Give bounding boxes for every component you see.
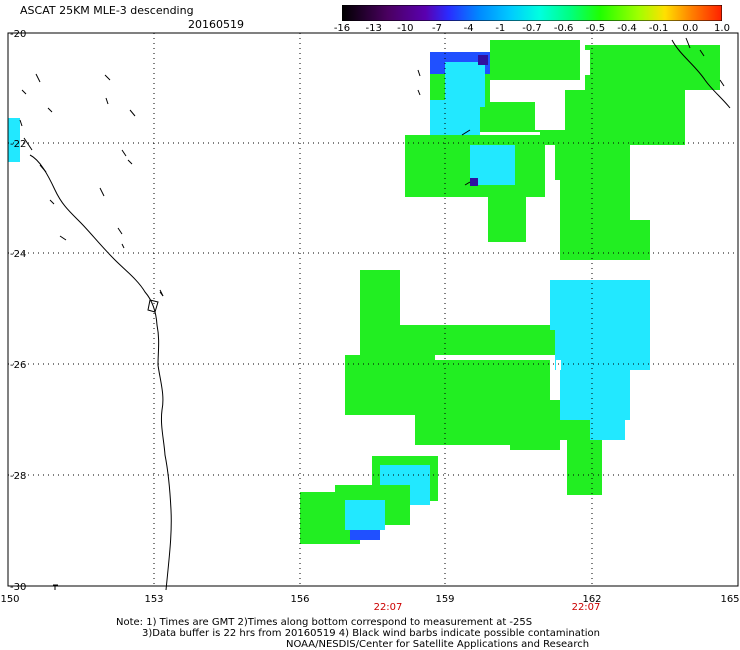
colorbar-label: -1 [495,23,506,34]
swath-gap [556,360,561,370]
colorbar-label: -13 [365,23,382,34]
swath-cell [470,178,478,186]
lon-tick-label: 162 [582,594,601,605]
colorbar-label: -0.4 [617,23,637,34]
swath-cell [567,440,602,495]
swath-cell [478,55,488,65]
time-label: 22:07 [572,602,601,613]
colorbar-label: -0.5 [585,23,606,34]
time-label: 22:07 [374,602,403,613]
swath-cell [585,45,720,90]
map-title: ASCAT 25KM MLE-3 descending [20,4,194,17]
swath-gap [535,90,565,130]
colorbar-label: -10 [397,23,414,34]
swath-cell [8,118,20,162]
swath-cell [560,180,630,225]
lon-tick-label: 165 [720,594,739,605]
lon-tick-label: 153 [144,594,163,605]
colorbar-label: -0.7 [522,23,542,34]
lat-tick-label: -28 [10,471,26,482]
swath-cell [490,40,580,80]
colorbar-label: -0.6 [553,23,574,34]
lat-tick-label: -30 [10,582,26,593]
note-line-1: Note: 1) Times are GMT 2)Times along bot… [116,617,533,628]
swath-cell [550,280,650,330]
map-date: 20160519 [188,18,244,31]
lat-tick-label: -26 [10,360,26,371]
axis-labels: 150 153 156 159 162 165 -20 -22 -24 -26 -28 -30 22:0… [0,29,739,613]
coastline [19,37,731,591]
swath-cell [585,410,625,440]
lon-tick-label: 156 [290,594,309,605]
lat-lon-grid [7,32,739,587]
note-line-2: 3)Data buffer is 22 hrs from 20160519 4)… [142,628,600,639]
colorbar-label: -7 [432,23,442,34]
colorbar-label: -16 [333,23,351,34]
swath-cell [555,330,650,370]
lat-tick-label: -20 [10,29,26,40]
swath-cell [345,500,385,530]
lat-tick-label: -22 [10,139,26,150]
swath-cell [400,325,555,355]
swath-cell [360,270,400,355]
swath-cell [560,220,650,260]
plot-frame [7,32,739,587]
colorbar-label: -0.1 [648,23,669,34]
lon-tick-label: 150 [0,594,19,605]
swath-cell [350,530,380,540]
swath-cell [540,420,590,440]
note-line-3: NOAA/NESDIS/Center for Satellite Applica… [286,639,590,650]
colorbar-label: -4 [463,23,474,34]
colorbar [342,5,722,21]
lon-tick-label: 159 [435,594,454,605]
lat-tick-label: -24 [10,249,26,260]
swath-gap [580,50,590,75]
swath-cell [488,197,526,242]
colorbar-label: 0.0 [682,23,699,34]
swath-cell [445,62,485,107]
wind-swath [8,40,720,544]
colorbar-label: 1.0 [714,23,730,34]
